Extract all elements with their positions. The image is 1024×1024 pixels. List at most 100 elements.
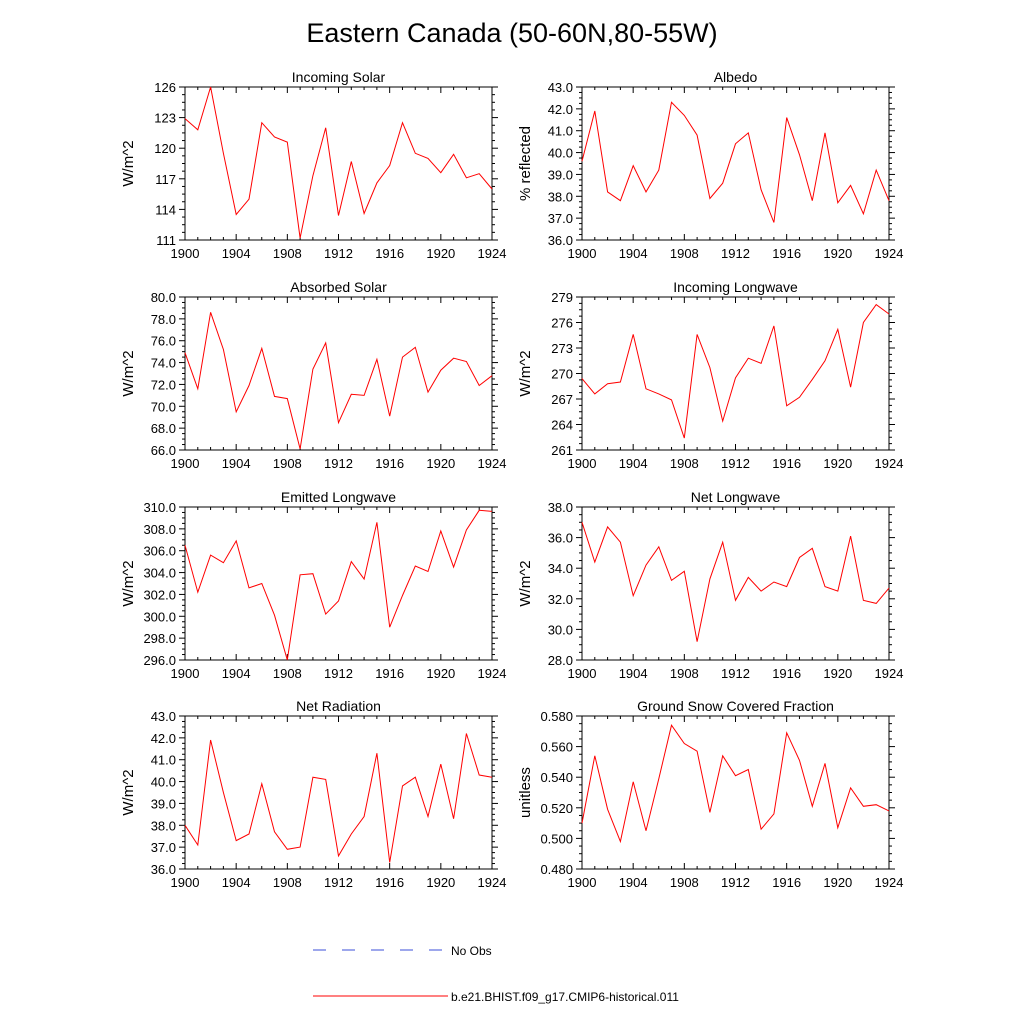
y-axis-label: W/m^2	[120, 140, 137, 186]
panel-6: 1900 1904 1908 1912 1916 1920 1924 28.0 30.0 32.0…	[517, 489, 903, 681]
x-tick-label: 1924	[875, 875, 904, 890]
y-axis-label: W/m^2	[120, 560, 137, 606]
x-tick-label: 1904	[222, 666, 251, 681]
series-line	[581, 303, 890, 439]
x-tick-label: 1912	[324, 875, 353, 890]
y-tick-label: 37.0	[548, 211, 573, 226]
y-tick-label: 123	[154, 111, 176, 126]
y-tick-label: 120	[154, 141, 176, 156]
x-tick-label: 1912	[324, 666, 353, 681]
y-axis-label: % reflected	[517, 126, 534, 201]
x-tick-label: 1904	[222, 875, 251, 890]
x-tick-label: 1900	[568, 666, 597, 681]
x-tick-label: 1908	[670, 456, 699, 471]
x-tick-label: 1912	[721, 875, 750, 890]
x-tick-label: 1920	[426, 456, 455, 471]
x-tick-label: 1916	[772, 875, 801, 890]
panel-3: 1900 1904 1908 1912 1916 1920 1924 66.0 68.0 70.0…	[120, 279, 506, 471]
x-tick-label: 1916	[772, 456, 801, 471]
y-tick-label: 306.0	[143, 544, 176, 559]
x-tick-label: 1908	[273, 875, 302, 890]
y-tick-label: 68.0	[151, 421, 176, 436]
y-tick-label: 0.480	[540, 862, 573, 877]
y-axis-label: W/m^2	[517, 350, 534, 396]
y-tick-label: 117	[155, 172, 176, 187]
panel-title: Ground Snow Covered Fraction	[637, 698, 834, 714]
x-tick-label: 1912	[721, 666, 750, 681]
y-tick-label: 298.0	[143, 631, 176, 646]
panels-group: 1900 1904 1908 1912 1916 1920 1924 111 114 117 120…	[120, 69, 903, 890]
y-tick-label: 72.0	[151, 377, 176, 392]
series-line	[184, 509, 493, 661]
x-tick-label: 1920	[426, 666, 455, 681]
x-tick-label: 1908	[670, 246, 699, 261]
y-tick-label: 308.0	[143, 522, 176, 537]
x-tick-label: 1916	[375, 875, 404, 890]
x-tick-label: 1924	[478, 456, 507, 471]
x-tick-label: 1924	[478, 666, 507, 681]
series-line	[184, 86, 493, 239]
x-tick-label: 1908	[670, 666, 699, 681]
series-line	[581, 101, 890, 223]
x-tick-label: 1904	[222, 456, 251, 471]
y-tick-label: 78.0	[151, 312, 176, 327]
y-tick-label: 39.0	[548, 167, 573, 182]
x-tick-label: 1920	[823, 246, 852, 261]
x-tick-label: 1920	[823, 456, 852, 471]
series-line	[184, 312, 493, 450]
y-tick-label: 111	[156, 233, 176, 248]
y-tick-label: 273	[551, 341, 573, 356]
y-tick-label: 74.0	[151, 356, 176, 371]
y-tick-label: 43.0	[548, 80, 573, 95]
x-tick-label: 1904	[619, 666, 648, 681]
x-tick-label: 1904	[619, 246, 648, 261]
panel-1: 1900 1904 1908 1912 1916 1920 1924 111 114 117 120…	[120, 69, 506, 261]
y-tick-label: 38.0	[548, 500, 573, 515]
y-tick-label: 30.0	[548, 622, 573, 637]
y-tick-label: 0.560	[540, 740, 573, 755]
y-tick-label: 270	[551, 367, 573, 382]
x-tick-label: 1900	[171, 246, 200, 261]
x-tick-label: 1900	[171, 456, 200, 471]
y-axis-label: W/m^2	[517, 560, 534, 606]
panel-title: Net Longwave	[691, 489, 781, 505]
legend: No Obs b.e21.BHIST.f09_g17.CMIP6-histori…	[313, 944, 679, 1004]
y-tick-label: 41.0	[548, 124, 573, 139]
x-tick-label: 1920	[823, 875, 852, 890]
y-tick-label: 114	[155, 202, 176, 217]
y-tick-label: 43.0	[151, 709, 176, 724]
y-tick-label: 0.500	[540, 831, 573, 846]
y-tick-label: 41.0	[151, 753, 176, 768]
legend-model-label: b.e21.BHIST.f09_g17.CMIP6-historical.011	[451, 990, 679, 1004]
y-tick-label: 300.0	[143, 609, 176, 624]
panel-title: Emitted Longwave	[281, 489, 396, 505]
y-tick-label: 36.0	[548, 233, 573, 248]
x-tick-label: 1900	[171, 875, 200, 890]
x-tick-label: 1920	[426, 246, 455, 261]
y-tick-label: 34.0	[548, 561, 573, 576]
x-tick-label: 1924	[875, 456, 904, 471]
x-tick-label: 1916	[375, 456, 404, 471]
y-tick-label: 37.0	[151, 840, 176, 855]
series-line	[184, 733, 493, 863]
x-tick-label: 1916	[772, 666, 801, 681]
x-tick-label: 1912	[721, 246, 750, 261]
x-tick-label: 1920	[426, 875, 455, 890]
x-tick-label: 1904	[619, 875, 648, 890]
y-tick-label: 40.0	[151, 775, 176, 790]
y-tick-label: 36.0	[151, 862, 176, 877]
x-tick-label: 1924	[875, 246, 904, 261]
y-tick-label: 32.0	[548, 592, 573, 607]
x-tick-label: 1908	[273, 456, 302, 471]
x-tick-label: 1924	[478, 875, 507, 890]
y-tick-label: 304.0	[143, 566, 176, 581]
x-tick-label: 1924	[875, 666, 904, 681]
series-line	[581, 522, 890, 642]
y-tick-label: 302.0	[143, 587, 176, 602]
x-tick-label: 1900	[568, 875, 597, 890]
y-tick-label: 39.0	[151, 796, 176, 811]
y-tick-label: 310.0	[143, 500, 176, 515]
y-tick-label: 264	[551, 418, 573, 433]
